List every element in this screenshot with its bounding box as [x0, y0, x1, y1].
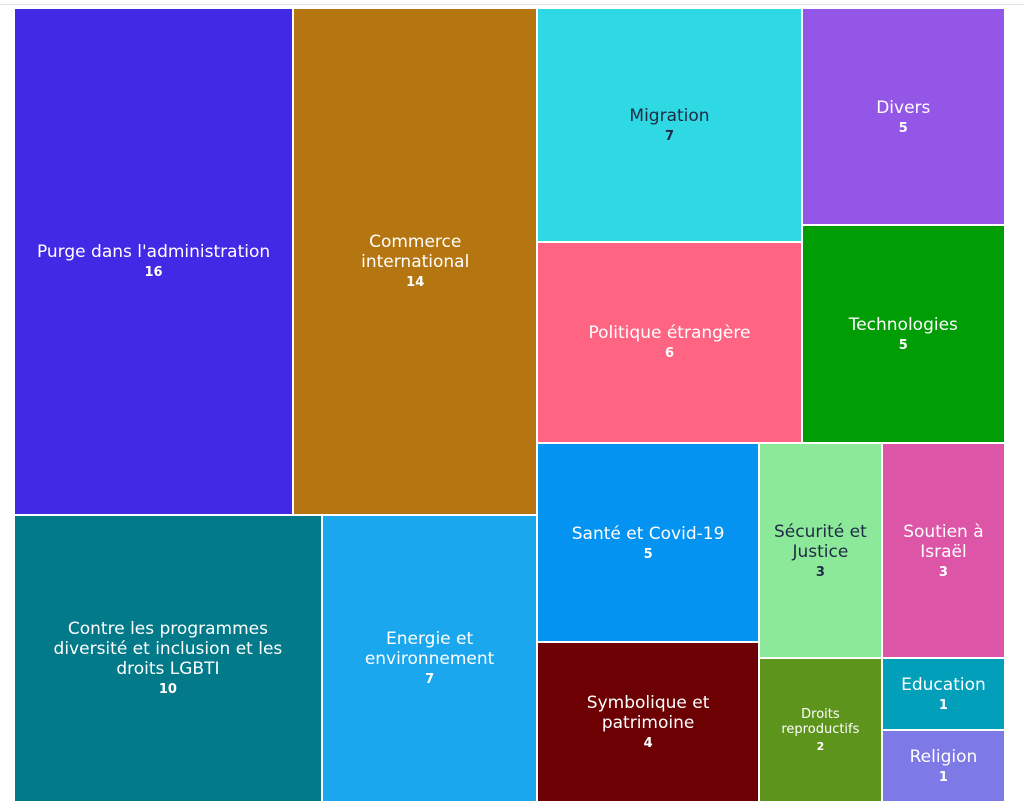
tile: Droits reproductifs 2 — [758, 658, 882, 802]
tile-value: 10 — [158, 682, 177, 698]
tile: Technologies 5 — [801, 225, 1005, 443]
tile-value: 5 — [643, 546, 653, 562]
tile: Commerce international 14 — [293, 8, 538, 515]
tile: Soutien à Israël 3 — [881, 442, 1005, 659]
tile-value: 16 — [144, 265, 163, 281]
tile: Religion 1 — [881, 730, 1005, 802]
tile-value: 14 — [406, 275, 425, 291]
tile-label: Migration — [629, 106, 710, 127]
tile: Divers 5 — [801, 8, 1005, 226]
tile: Energie et environnement 7 — [321, 514, 538, 802]
tile-label: Politique étrangère — [588, 323, 751, 344]
tile-value: 6 — [664, 346, 675, 362]
tile: Symbolique et patrimoine 4 — [537, 642, 759, 802]
tile: Contre les programmes diversité et inclu… — [14, 514, 322, 802]
tile-label: Soutien à Israël — [903, 521, 984, 562]
tile-label: Purge dans l'administration — [36, 242, 271, 263]
top-border — [0, 4, 1024, 5]
tile: Purge dans l'administration 16 — [14, 8, 294, 515]
tile-label: Santé et Covid-19 — [571, 523, 725, 544]
tile-value: 5 — [898, 338, 908, 354]
tile-label: Technologies — [848, 315, 958, 336]
tile-value: 3 — [815, 564, 825, 580]
tile-label: Sécurité et Justice — [774, 521, 867, 562]
tile-value: 4 — [643, 736, 653, 752]
tile-value: 7 — [425, 672, 435, 688]
tile-value: 5 — [898, 120, 908, 136]
tile: Santé et Covid-19 5 — [537, 442, 759, 643]
tile-value: 1 — [938, 770, 948, 786]
tile-value: 2 — [816, 740, 825, 754]
tile-label: Symbolique et patrimoine — [586, 693, 710, 734]
tile: Migration 7 — [537, 8, 802, 243]
tile: Education 1 — [881, 658, 1005, 731]
tile-label: Contre les programmes diversité et inclu… — [53, 619, 283, 680]
tile: Sécurité et Justice 3 — [758, 442, 882, 659]
tile-value: 1 — [938, 698, 948, 714]
tile-label: Religion — [909, 747, 978, 768]
tile-label: Education — [901, 675, 986, 696]
tile: Politique étrangère 6 — [537, 242, 802, 443]
tile-label: Commerce international — [361, 232, 470, 273]
tile-label: Divers — [876, 97, 931, 118]
tile-value: 3 — [938, 564, 948, 580]
tile-label: Energie et environnement — [364, 629, 495, 670]
tile-value: 7 — [664, 129, 675, 145]
tile-label: Droits reproductifs — [781, 707, 860, 738]
